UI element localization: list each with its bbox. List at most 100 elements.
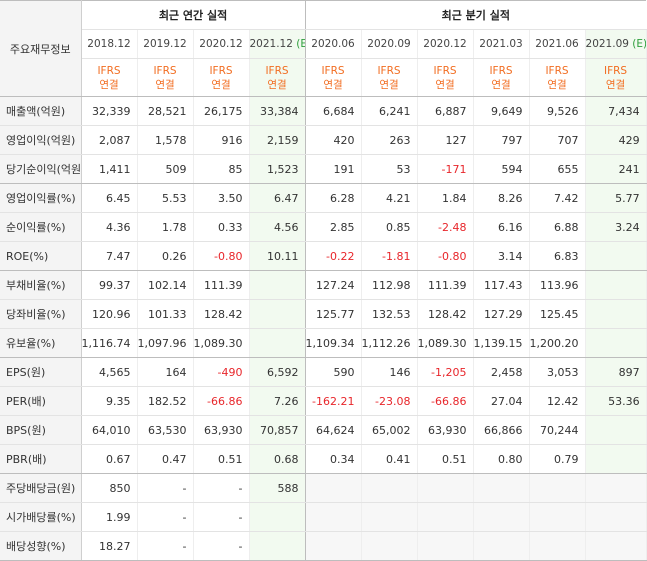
value-cell: - [193, 531, 250, 561]
ifrs-basis-label: IFRS 연결 [417, 58, 474, 97]
ifrs-line: IFRS [545, 64, 569, 77]
table-row: BPS(원) 64,010 63,530 63,930 70,857 64,624 65,0… [0, 415, 647, 445]
value-cell: -66.86 [193, 386, 250, 416]
table-row: 영업이익률(%) 6.45 5.53 3.50 6.47 6.28 4.21 1.84 8.26… [0, 183, 647, 213]
quarter-group-title: 최근 분기 실적 [305, 0, 647, 30]
value-cell: 164 [137, 357, 194, 387]
value-cell [305, 531, 362, 561]
period-header: 2018.12 [81, 29, 138, 59]
table-row: 당기순이익(억원) 1,411 509 85 1,523 191 53 -171 594 655 2… [0, 154, 647, 184]
value-cell [249, 502, 306, 532]
value-cell: -0.80 [417, 241, 474, 271]
ifrs-line: IFRS [433, 64, 457, 77]
value-cell [305, 502, 362, 532]
table-row: 시가배당률(%) 1.99- - [0, 502, 647, 532]
period-header: 2021.12 (E) [249, 29, 306, 59]
value-cell: 1,109.34 [305, 328, 362, 358]
value-cell: 128.42 [417, 299, 474, 329]
value-cell: 0.41 [361, 444, 418, 474]
estimate-tag: (E) [296, 38, 304, 50]
row-label: 영업이익률(%) [0, 183, 82, 213]
value-cell [585, 473, 647, 503]
value-cell: 70,244 [529, 415, 586, 445]
row-label: 배당성향(%) [0, 531, 82, 561]
value-cell: -162.21 [305, 386, 362, 416]
ifrs-basis-label: IFRS 연결 [249, 58, 306, 97]
value-cell: 1.84 [417, 183, 474, 213]
value-cell: 2,159 [249, 125, 306, 155]
value-cell: 12.42 [529, 386, 586, 416]
value-cell: 0.33 [193, 212, 250, 242]
value-cell: 127.24 [305, 270, 362, 300]
value-cell: 112.98 [361, 270, 418, 300]
value-cell: 10.11 [249, 241, 306, 271]
value-cell: 63,930 [417, 415, 474, 445]
value-cell: 6.28 [305, 183, 362, 213]
value-cell [249, 328, 306, 358]
annual-group-title: 최근 연간 실적 [81, 0, 306, 30]
ifrs-line: IFRS [97, 64, 121, 77]
period-header: 2019.12 [137, 29, 194, 59]
value-cell: 6.88 [529, 212, 586, 242]
row-label: 매출액(억원) [0, 96, 82, 126]
value-cell: 0.51 [193, 444, 250, 474]
period-label: 2020.12 [199, 38, 243, 50]
value-cell [361, 531, 418, 561]
table-row: 유보율(%) 1,116.74 1,097.96 1,089.30 1,109.34 1,… [0, 328, 647, 358]
table-row: 영업이익(억원) 2,087 1,578 916 2,159 420 263 127 797 70… [0, 125, 647, 155]
value-cell: -171 [417, 154, 474, 184]
value-cell: 70,857 [249, 415, 306, 445]
value-cell [585, 415, 647, 445]
value-cell [473, 473, 530, 503]
period-header: 2021.09 (E) [585, 29, 647, 59]
value-cell: 1,112.26 [361, 328, 418, 358]
value-cell: 111.39 [193, 270, 250, 300]
value-cell [361, 473, 418, 503]
value-cell: 916 [193, 125, 250, 155]
ifrs-basis-label: IFRS 연결 [193, 58, 250, 97]
value-cell: 3.50 [193, 183, 250, 213]
row-label: PER(배) [0, 386, 82, 416]
value-cell: 63,530 [137, 415, 194, 445]
value-cell: 27.04 [473, 386, 530, 416]
value-cell [585, 241, 647, 271]
value-cell: 146 [361, 357, 418, 387]
value-cell: 0.34 [305, 444, 362, 474]
value-cell: 6.47 [249, 183, 306, 213]
value-cell: 1,116.74 [81, 328, 138, 358]
value-cell [361, 502, 418, 532]
value-cell: 4.36 [81, 212, 138, 242]
value-cell: 85 [193, 154, 250, 184]
period-label: 2020.12 [423, 38, 467, 50]
period-header: 2021.06 [529, 29, 586, 59]
row-label: ROE(%) [0, 241, 82, 271]
ifrs-basis-label: IFRS 연결 [361, 58, 418, 97]
row-label: 유보율(%) [0, 328, 82, 358]
value-cell: 9,649 [473, 96, 530, 126]
row-label: 주당배당금(원) [0, 473, 82, 503]
value-cell: 28,521 [137, 96, 194, 126]
ifrs-basis-label: IFRS 연결 [473, 58, 530, 97]
value-cell: 64,624 [305, 415, 362, 445]
period-header: 2021.03 [473, 29, 530, 59]
table-row: EPS(원) 4,565 164 -490 6,592 590 146 -1,205 2,458… [0, 357, 647, 387]
value-cell: 0.67 [81, 444, 138, 474]
period-label: 2021.09 [585, 38, 629, 50]
value-cell: 1,578 [137, 125, 194, 155]
value-cell: 2,458 [473, 357, 530, 387]
value-cell [585, 270, 647, 300]
value-cell: 707 [529, 125, 586, 155]
table-row: 배당성향(%) 18.27- - [0, 531, 647, 561]
value-cell: 1.78 [137, 212, 194, 242]
value-cell: 191 [305, 154, 362, 184]
value-cell: 1,411 [81, 154, 138, 184]
value-cell: 111.39 [417, 270, 474, 300]
value-cell: - [137, 531, 194, 561]
value-cell [417, 473, 474, 503]
consolidated-line: 연결 [379, 78, 399, 91]
value-cell: 18.27 [81, 531, 138, 561]
value-cell: 8.26 [473, 183, 530, 213]
table-row: 당좌비율(%) 120.96 101.33 128.42 125.77 132.53 128… [0, 299, 647, 329]
value-cell: 6,592 [249, 357, 306, 387]
